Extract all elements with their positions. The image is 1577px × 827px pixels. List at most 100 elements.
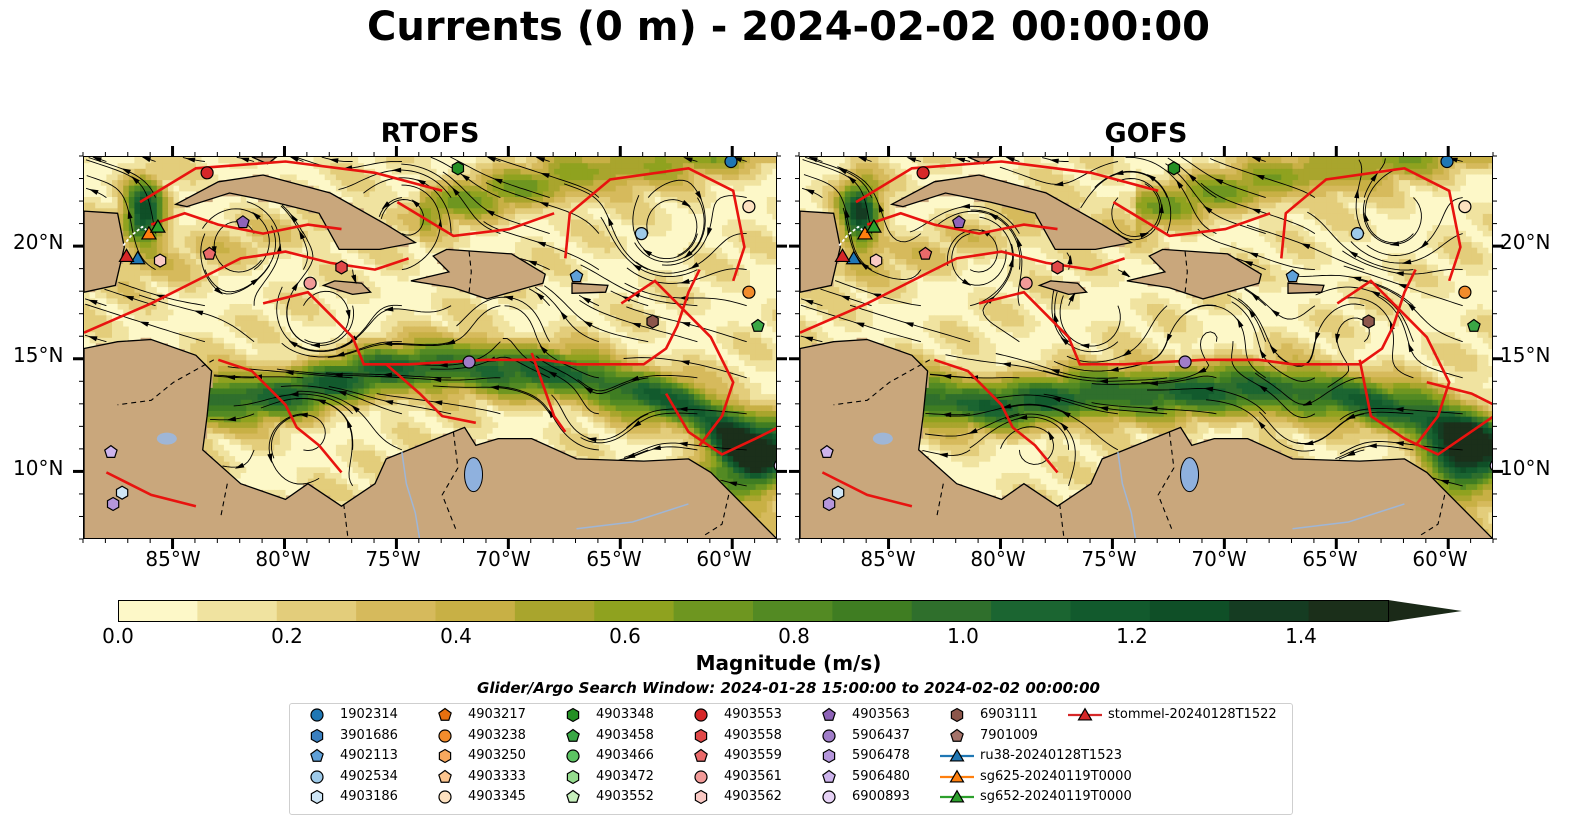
legend-label: 4903561 [724,768,782,784]
pentagon-marker-icon [438,707,452,721]
xtick-label-70w-right: 70°W [1191,547,1247,571]
eez-boundary-line [664,392,776,456]
colorbar-outline [118,600,1389,622]
legend-label: stommel-20240128T1522 [1108,707,1277,722]
ytick-label-15n-right: 15°N [1500,343,1551,367]
river [1292,503,1405,530]
argo-float-4903553 [916,166,930,180]
country-border [441,431,459,529]
hexagon-marker-icon [438,748,452,764]
legend-label: 4902113 [340,748,398,763]
legend-label: 1902314 [340,707,398,722]
legend-label: 4903563 [852,707,910,722]
river [401,452,421,538]
legend-label: 4903562 [724,789,782,804]
argo-float-4903348 [451,161,465,176]
pentagon-marker-icon [566,789,580,803]
circle-marker-icon [694,769,708,784]
eez-boundary-line [1280,166,1462,282]
hexagon-marker-icon [566,769,580,784]
figure-title: Currents (0 m) - 2024-02-02 00:00:00 [367,4,1210,50]
legend-label: 4903552 [596,789,654,804]
lake-nicaragua [156,432,177,445]
colorbar-segment [197,600,278,622]
eez-boundary-line [150,211,342,235]
hexagon-marker-icon [310,789,324,805]
legend-label: 4903348 [596,707,654,722]
xtick-label-85w-left: 85°W [145,547,201,571]
legend-label: 6903111 [980,707,1038,722]
river [576,503,689,530]
country-border [468,251,472,293]
argo-float-4903558 [1051,260,1064,275]
colorbar-tick-0: 0.0 [102,624,134,648]
legend-label: 4903558 [724,727,782,743]
lake-nicaragua [872,432,893,445]
eez-boundary-line [509,269,701,366]
country-border [220,483,228,518]
legend-label: 4903238 [468,727,526,743]
colorbar-segment [435,600,516,622]
legend-label: 4903553 [724,707,782,722]
circle-marker-icon [438,728,452,743]
eez-boundary-line [1426,381,1492,406]
colorbar-segment [1149,600,1230,622]
colorbar-segment [832,600,913,622]
argo-float-4903553 [200,166,214,180]
colorbar-tick-5: 1.0 [947,624,979,648]
eez-boundary-line [396,200,555,238]
river [1117,452,1137,538]
circle-marker-icon [438,790,452,804]
colorbar-segment [514,600,595,622]
xtick-label-60w-left: 60°W [696,547,752,571]
legend-label: 4903250 [468,748,526,763]
argo-float-6900893 [1489,460,1492,471]
legend-label: 3901686 [340,727,398,743]
hexagon-marker-icon [310,728,324,743]
eez-boundary-line [385,363,477,425]
colorbar-tick-6: 1.2 [1116,624,1148,648]
circle-marker-icon [694,708,708,722]
legend-label: ru38-20240128T1523 [980,748,1123,763]
eez-boundary-line [139,160,443,204]
eez-boundary-line [1336,279,1451,447]
argo-float-4903561 [1019,276,1033,290]
eez-boundary-line [800,250,1126,334]
streamlines [84,157,747,487]
ytick-label-20n-left: 20°N [13,230,64,254]
eez-boundary-line [1358,359,1492,456]
argo-float-4903345 [1458,199,1472,214]
argo-float-1902314 [1440,157,1454,169]
colorbar-tick-7: 1.4 [1285,624,1317,648]
argo-float-5906480 [820,444,834,458]
argo-float-4903563 [236,215,250,229]
legend-label: 4903466 [596,748,654,763]
lake-maracaibo [464,457,484,493]
colorbar-segment [1229,600,1310,622]
xtick-label-85w-right: 85°W [860,547,916,571]
circle-marker-icon [566,749,580,763]
legend-label: 5906478 [852,748,910,763]
eez-boundary-line [620,279,735,447]
legend-label: 4903186 [340,789,398,804]
circle-marker-icon [310,769,324,784]
argo-float-4903238 [1458,285,1472,299]
argo-float-4903186 [115,485,129,500]
argo-float-4903345 [742,199,756,214]
glider-stommel-20240128T1522 [118,248,135,263]
argo-float-4902113 [569,269,584,283]
triangle-line-marker-icon [940,769,974,783]
colorbar-tick-1: 0.2 [271,624,303,648]
glider-stommel-20240128T1522 [834,248,851,263]
xtick-label-65w-left: 65°W [586,547,642,571]
legend-label: 4903458 [596,727,654,743]
lake-maracaibo [1180,457,1200,493]
ytick-label-20n-right: 20°N [1500,230,1551,254]
legend-label: 6900893 [852,789,910,804]
xtick-label-70w-left: 70°W [475,547,531,571]
eez-boundary-line [1225,269,1417,366]
colorbar-segment [911,600,992,622]
circle-marker-icon [822,790,836,804]
rtofs-map-svg [84,157,776,538]
argo-float-4903186 [831,485,845,500]
